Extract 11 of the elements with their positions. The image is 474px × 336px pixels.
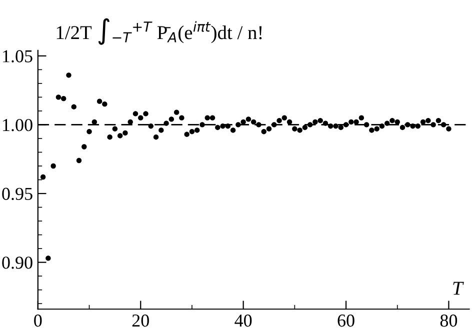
x-tick-label: 60 xyxy=(338,314,354,327)
y-tick-label: 1.05 xyxy=(3,50,32,62)
x-tick-label: 20 xyxy=(132,314,149,327)
y-axis-title: 1/2T ∫$_{−T}$$^{+T}$ P̄$_{A}$(e$^{iπt}$)dt / n! xyxy=(56,18,262,45)
y-tick-label: 0.95 xyxy=(2,188,32,200)
x-tick-label: 80 xyxy=(440,314,458,327)
x-tick-label: 40 xyxy=(234,314,252,327)
x-axis-title: T xyxy=(453,282,464,295)
x-tick-label: 0 xyxy=(34,314,42,327)
y-tick-label: 1.00 xyxy=(3,118,32,132)
y-tick-label: 0.90 xyxy=(2,256,32,269)
